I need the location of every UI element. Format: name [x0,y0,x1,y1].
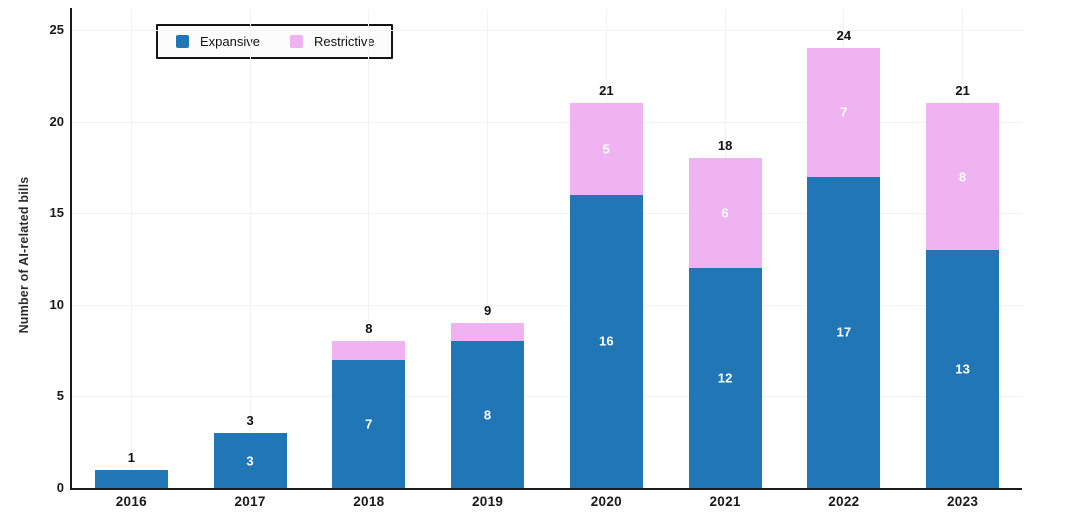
plot-area: Expansive Restrictive 1 3 3 7 8 8 9 16 5 21 12 6 18 1… [72,0,1022,488]
vertical-gridline [249,10,251,488]
bar-total-label: 24 [836,28,852,44]
x-axis-tick-label: 2020 [590,494,622,509]
x-axis-tick-label: 2021 [709,494,741,509]
bar-total-label: 21 [599,83,614,99]
bar-total-label: 18 [717,138,733,154]
bar-segment-expansive [926,249,1000,488]
x-axis-line [70,488,1022,490]
legend-label-expansive: Expansive [200,34,260,49]
legend: Expansive Restrictive [156,24,393,59]
legend-item-restrictive: Restrictive [289,34,375,49]
bar-segment-expansive [332,359,406,488]
bar-total-label: 21 [955,83,970,99]
bar-segment-value: 17 [836,324,852,340]
bar-segment-value: 16 [598,333,614,349]
y-axis-tick-label: 20 [49,113,64,129]
bar-segment-value: 13 [955,361,971,377]
bar-segment-value: 5 [602,141,611,157]
y-axis-tick-label: 0 [56,480,64,495]
bar-segment-value: 8 [483,407,492,423]
vertical-gridline [368,10,370,488]
bar-segment-restrictive [451,323,525,342]
horizontal-gridline [72,30,1022,31]
bar-segment-value: 7 [365,416,373,432]
bar-total-label: 8 [365,321,373,337]
bar-total-label: 1 [127,449,135,465]
horizontal-gridline [72,213,1022,215]
y-axis-line [70,8,72,490]
bar-segment-restrictive [332,341,406,360]
x-axis-tick-label: 2016 [115,494,147,509]
bar-segment-restrictive [926,103,1000,250]
bar-total-label: 3 [246,413,254,429]
horizontal-gridline [72,304,1022,306]
bar-segment-expansive [569,194,643,488]
vertical-gridline [130,10,132,488]
bar-segment-expansive [94,469,168,488]
y-axis-tick-labels: 0 5 10 15 20 25 [0,0,64,512]
bar-segment-restrictive [807,48,881,177]
y-axis-tick-label: 25 [49,22,64,37]
expansive-swatch-icon [176,35,189,48]
y-axis-tick-label: 15 [49,205,64,221]
legend-item-expansive: Expansive [176,34,260,49]
bar-segment-expansive [213,433,287,488]
bar-segment-expansive [688,268,762,488]
horizontal-gridline [72,121,1022,123]
x-axis-tick-label: 2018 [353,494,385,509]
bar-segment-value: 7 [840,104,848,120]
legend-label-restrictive: Restrictive [313,34,375,49]
bar-segment-expansive [807,176,881,488]
bar-segment-expansive [451,341,525,488]
vertical-gridline [487,10,489,488]
bar-total-label: 9 [484,303,492,319]
x-axis-tick-label: 2019 [472,494,504,509]
y-axis-tick-label: 10 [49,296,64,312]
bar-segment-value: 6 [721,205,729,221]
x-axis-tick-label: 2022 [828,494,860,509]
restrictive-swatch-icon [289,35,303,48]
bar-segment-restrictive [569,103,643,195]
bar-segment-value: 3 [246,453,254,469]
y-axis-tick-label: 5 [56,388,64,404]
x-axis-tick-label: 2017 [234,494,266,509]
x-axis-tick-label: 2023 [947,494,979,509]
bar-segment-value: 12 [717,370,733,386]
bar-segment-value: 8 [958,169,967,185]
bar-segment-restrictive [688,158,762,269]
horizontal-gridline [72,396,1022,398]
